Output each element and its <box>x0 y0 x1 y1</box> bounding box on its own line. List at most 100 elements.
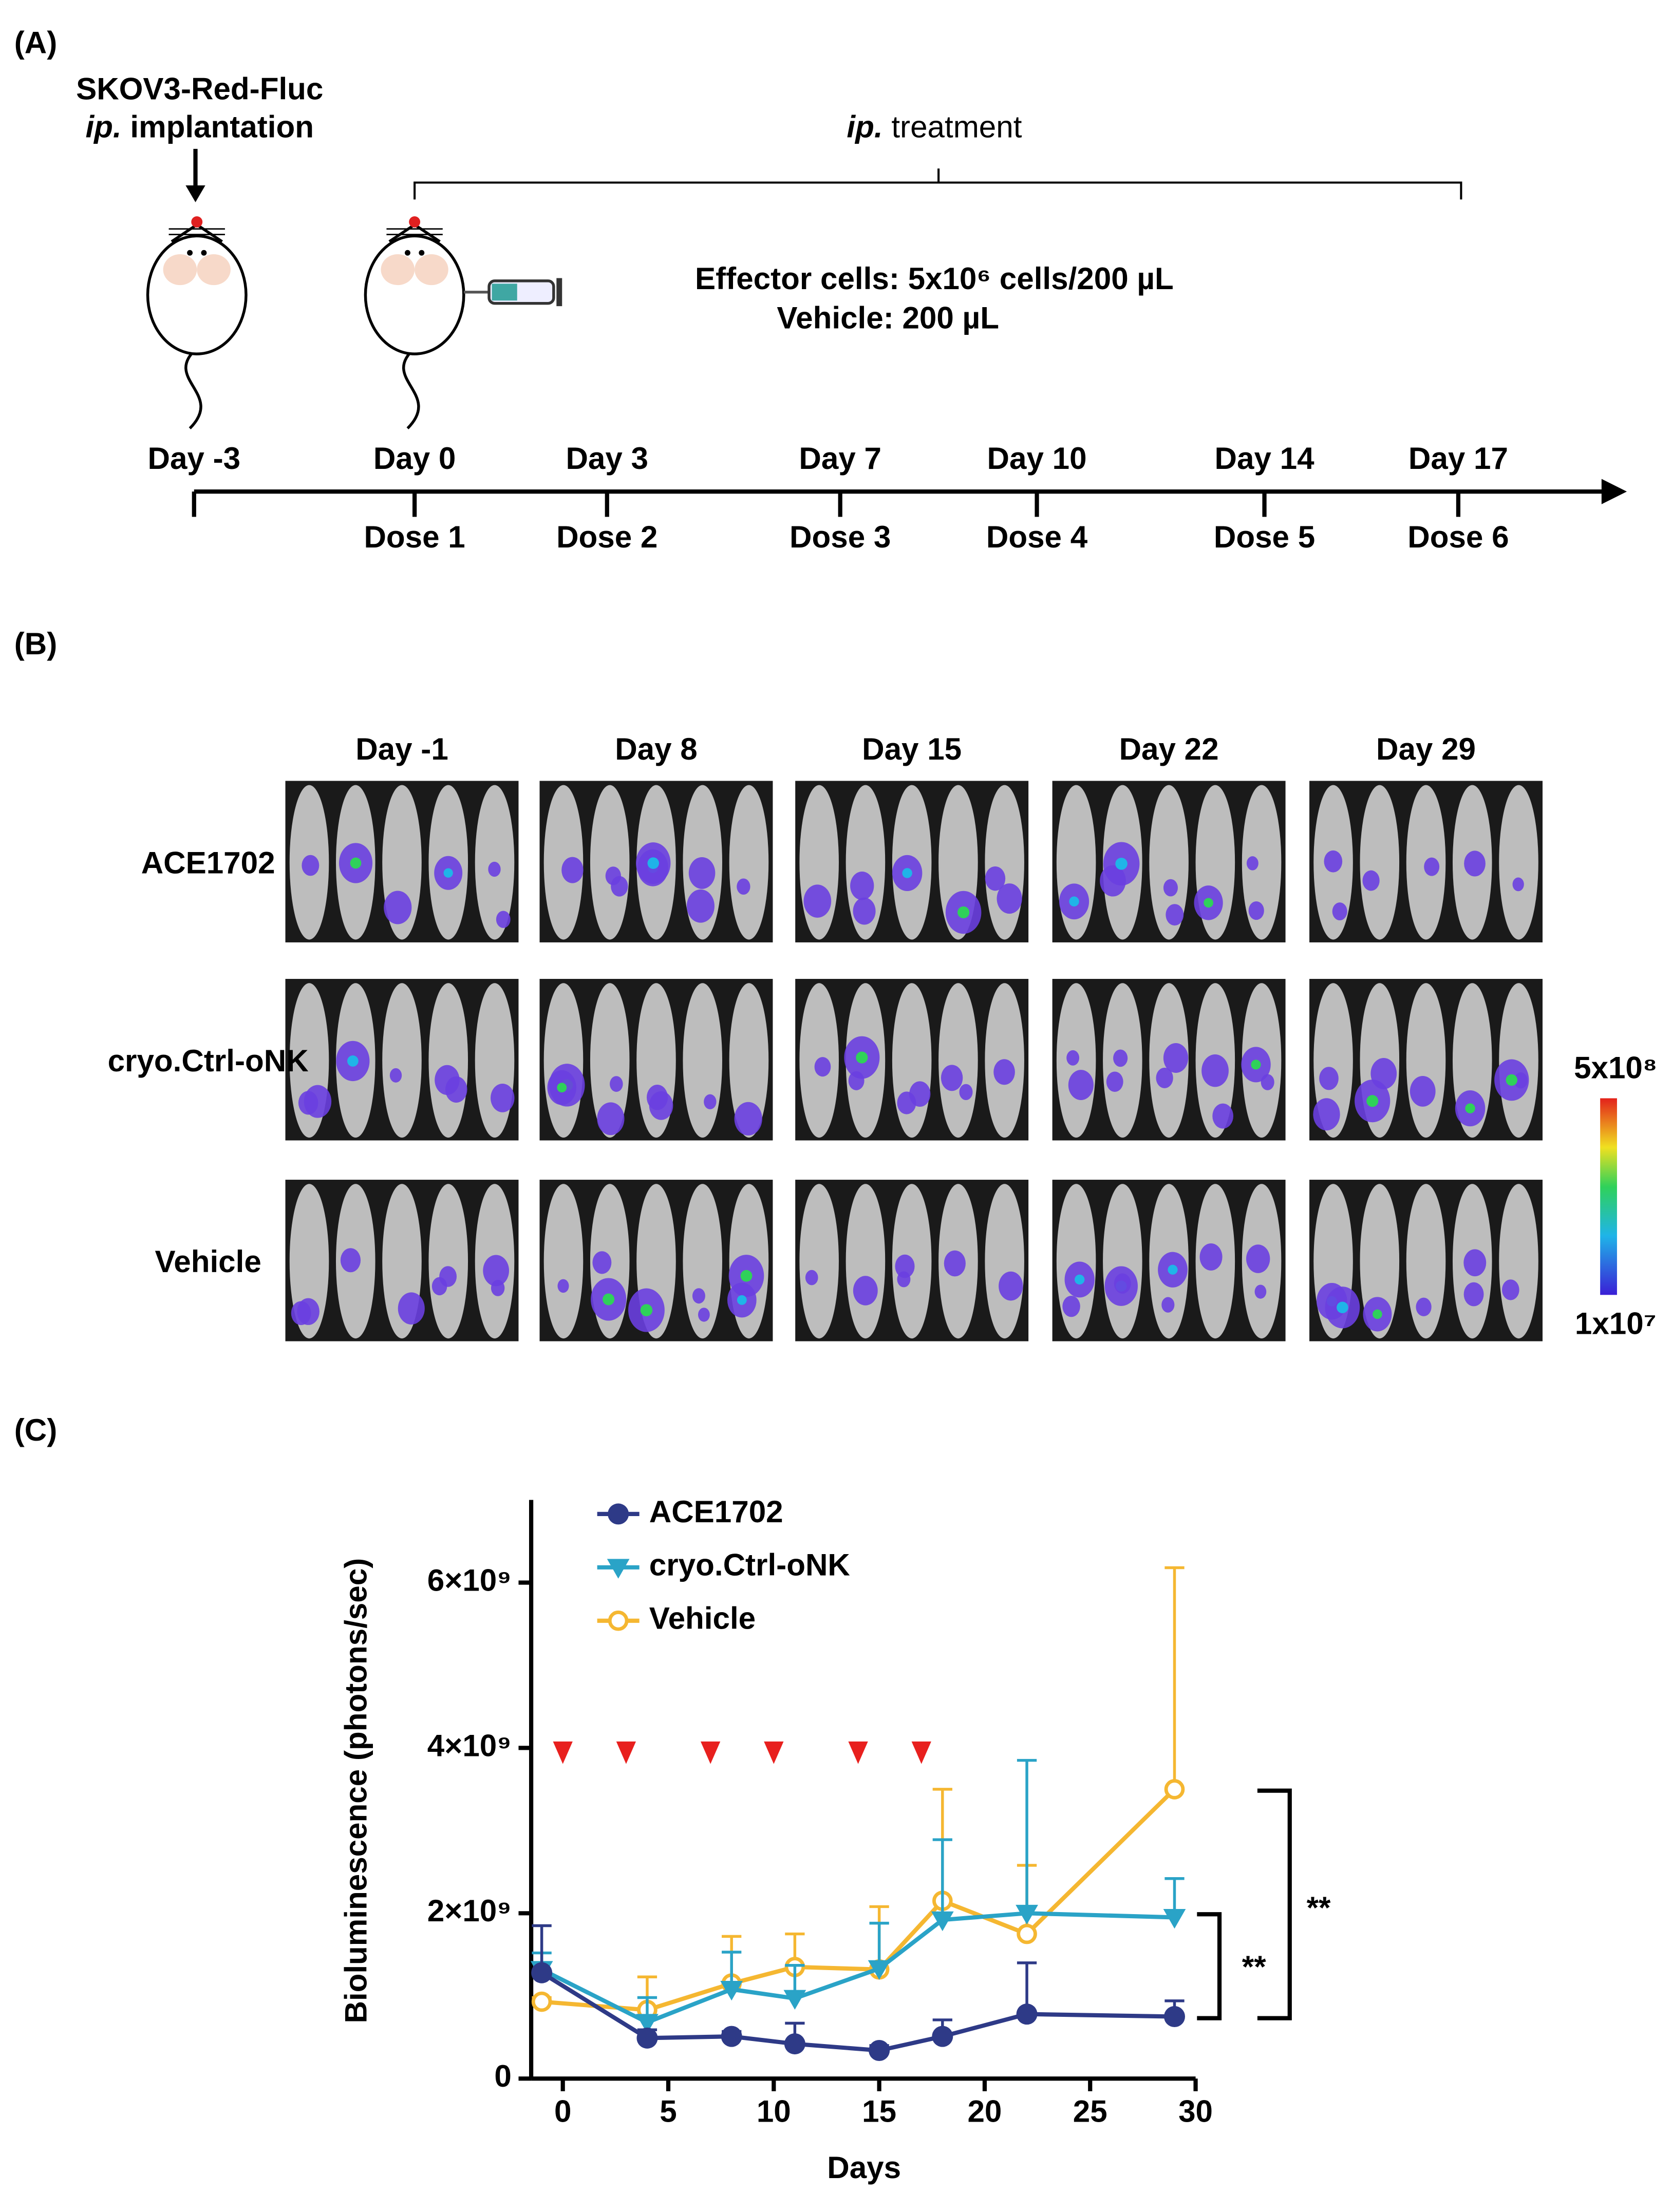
panel-label: (C) <box>14 1413 58 1447</box>
signal <box>389 1068 402 1083</box>
point <box>1163 1908 1186 1929</box>
signal <box>1410 1076 1436 1107</box>
dose-label: Dose 2 <box>556 520 657 554</box>
mouse <box>543 983 584 1138</box>
signal-core <box>1465 1103 1475 1113</box>
day-label: Day -3 <box>148 441 241 476</box>
signal <box>1156 1067 1173 1088</box>
point <box>1017 1923 1037 1944</box>
series-line <box>540 1971 1175 2053</box>
signal <box>1319 1067 1339 1090</box>
signal <box>597 1102 625 1136</box>
signal <box>814 1057 831 1077</box>
mouse <box>289 1184 329 1339</box>
signal <box>302 855 320 876</box>
day-label: Day 17 <box>1408 441 1508 476</box>
signal <box>1424 857 1440 876</box>
day-label: Day 3 <box>566 441 648 476</box>
mouse-ear <box>381 254 415 286</box>
y-tick-label: 6×10⁹ <box>427 1563 512 1597</box>
x-tick-label: 30 <box>1178 2094 1213 2128</box>
signal <box>592 1251 612 1274</box>
mouse <box>938 983 978 1138</box>
sig-bracket <box>1257 1788 1292 2020</box>
signal <box>941 1065 963 1091</box>
signal <box>895 1254 915 1278</box>
signal <box>734 1102 762 1136</box>
signal <box>1416 1297 1432 1316</box>
row-label: ACE1702 <box>141 845 275 880</box>
arrow-head <box>185 185 205 202</box>
mouse <box>1499 1184 1538 1339</box>
signal <box>704 1094 717 1109</box>
mouse <box>799 1184 839 1339</box>
mouse <box>1242 785 1282 940</box>
day-label: Day 7 <box>799 441 881 476</box>
word: treatment <box>891 109 1022 144</box>
mouse <box>1499 983 1538 1138</box>
mouse <box>729 983 769 1138</box>
x-tick-label: 15 <box>862 2094 896 2128</box>
mouse-eye <box>419 250 425 256</box>
error-bar <box>1017 1759 1037 1914</box>
mouse <box>590 983 630 1138</box>
dose-label: Dose 1 <box>364 520 465 554</box>
row-label: Vehicle <box>155 1244 261 1279</box>
dose-marker <box>848 1741 868 1764</box>
mouse <box>428 983 468 1138</box>
signal <box>340 1248 361 1273</box>
signal <box>1106 1071 1123 1092</box>
signal <box>491 1084 515 1112</box>
mouse <box>1149 785 1189 940</box>
mouse-eye <box>404 250 410 256</box>
signal-core <box>647 857 659 869</box>
signal <box>1068 1070 1094 1101</box>
signal <box>384 891 412 924</box>
signal <box>1502 1279 1519 1300</box>
bracket <box>414 168 1462 200</box>
signal <box>291 1301 311 1326</box>
signal <box>1161 1297 1175 1313</box>
mouse-tail <box>184 347 202 429</box>
signal <box>561 857 584 883</box>
point <box>636 2027 658 2049</box>
whisker <box>168 228 225 236</box>
point <box>636 2014 659 2034</box>
signal <box>491 1280 505 1296</box>
signal <box>1163 879 1178 897</box>
signal-core <box>1074 1274 1085 1285</box>
mouse-nose <box>191 216 203 228</box>
y-tick-label: 4×10⁹ <box>427 1728 512 1763</box>
mouse <box>1103 1184 1142 1339</box>
legend-label: Vehicle <box>649 1601 756 1636</box>
mouse <box>729 785 769 940</box>
signal-core <box>1366 1095 1379 1107</box>
signal <box>850 872 874 900</box>
dose-marker <box>700 1741 721 1764</box>
signal <box>610 1076 623 1092</box>
signal <box>1313 1098 1340 1131</box>
signal <box>803 884 832 918</box>
mouse-ear <box>415 254 448 286</box>
signal-core <box>1373 1309 1382 1319</box>
signal-core <box>902 868 912 878</box>
signal <box>649 1091 673 1120</box>
signal <box>1212 1103 1234 1129</box>
legend-marker <box>607 1559 630 1579</box>
signal <box>1463 1249 1487 1277</box>
signal <box>853 1276 878 1306</box>
dose-label: Dose 5 <box>1214 520 1315 554</box>
signal <box>1163 1043 1189 1073</box>
point <box>1016 1904 1038 1925</box>
dose-marker <box>616 1741 636 1764</box>
mouse <box>683 983 722 1138</box>
signal-core <box>1115 858 1128 870</box>
legend-label: cryo.Ctrl-oNK <box>649 1548 850 1582</box>
treatment: ip. treatment <box>847 109 1022 144</box>
word: implantation <box>130 109 314 144</box>
mouse <box>985 1184 1024 1339</box>
mouse <box>543 1184 584 1339</box>
dose-label: Dose 6 <box>1407 520 1509 554</box>
signal <box>1114 1273 1131 1294</box>
x-tick-label: 5 <box>660 2094 677 2128</box>
